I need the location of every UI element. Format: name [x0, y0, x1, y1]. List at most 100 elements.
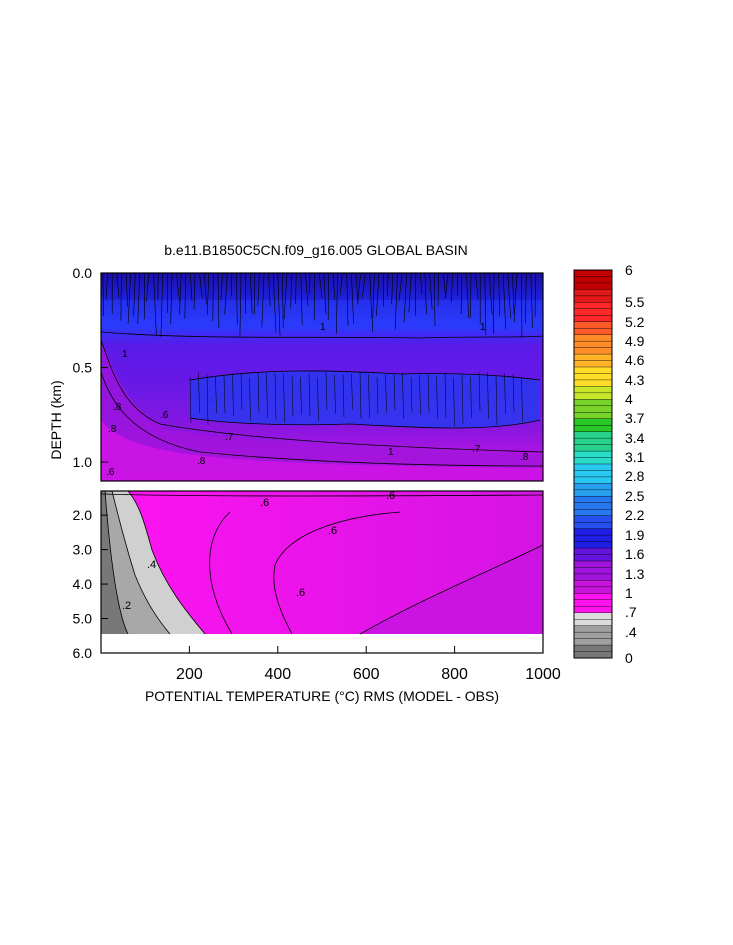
noise-contour: [239, 273, 242, 338]
upper-panel-left-magenta: [101, 340, 543, 481]
noise-contour: [387, 273, 389, 297]
colorbar-label: 1.6: [625, 546, 645, 562]
noise-contour: [257, 372, 260, 414]
noise-contour: [466, 273, 470, 319]
colorbar-cell: [573, 289, 613, 297]
colorbar-cell: [573, 509, 613, 517]
colorbar-cell: [573, 450, 613, 459]
noise-contour: [300, 376, 302, 415]
contour-label: .8: [520, 452, 529, 463]
noise-contour: [217, 273, 220, 329]
upper-panel-contour-c: [100, 331, 544, 339]
noise-contour: [351, 373, 353, 410]
noise-contour: [489, 273, 493, 315]
colorbar-cell: [573, 496, 613, 504]
upper-panel-surface-noise: [102, 273, 536, 427]
contour-label: .8: [197, 456, 206, 467]
noise-contour: [215, 375, 217, 414]
contour-label: .6: [386, 490, 395, 502]
colorbar-cell: [573, 625, 613, 633]
noise-contour: [357, 273, 361, 302]
noise-contour: [212, 273, 214, 322]
colorbar-label: 3.1: [625, 449, 645, 465]
noise-contour: [249, 377, 251, 421]
noise-contour: [376, 273, 380, 317]
noise-contour: [295, 273, 297, 304]
noise-contour: [323, 273, 327, 315]
noise-contour: [283, 373, 285, 423]
colorbar-cell: [573, 431, 613, 439]
noise-contour: [402, 372, 404, 419]
x-tick-label: 200: [176, 666, 203, 683]
colorbar-label: 1.3: [625, 566, 645, 582]
colorbar-cell: [573, 437, 613, 446]
noise-contour: [451, 273, 453, 303]
noise-contour: [470, 376, 472, 419]
colorbar-cell: [573, 373, 613, 381]
colorbar-cell: [573, 386, 613, 394]
noise-contour: [445, 273, 449, 298]
colorbar-cell: [573, 619, 613, 627]
colorbar-cell: [573, 412, 613, 420]
x-tick-label: 400: [264, 666, 291, 683]
colorbar-cell: [573, 457, 613, 465]
noise-contour: [160, 273, 164, 338]
noise-contour: [359, 372, 362, 419]
colorbar-cell: [573, 554, 613, 562]
noise-contour: [495, 375, 498, 426]
x-tick-label: 600: [353, 666, 380, 683]
noise-contour: [240, 373, 243, 410]
colorbar-cell: [573, 586, 613, 594]
noise-contour: [429, 273, 433, 310]
colorbar-label: 2.2: [625, 507, 645, 523]
noise-contour: [305, 273, 309, 307]
colorbar-frame: [573, 269, 613, 659]
noise-contour: [257, 273, 260, 306]
noise-contour: [190, 273, 193, 301]
contour-label: .8: [108, 424, 117, 435]
x-tick-label: 1000: [525, 666, 561, 683]
colorbar-cell: [573, 534, 613, 543]
y-tick-label: 2.0: [73, 507, 93, 523]
noise-contour: [403, 273, 407, 323]
y-tick-label: 5.0: [73, 611, 93, 627]
noise-contour: [203, 273, 207, 305]
lower-panel-frame: [100, 490, 544, 654]
colorbar-cell: [573, 606, 613, 614]
noise-contour: [436, 376, 438, 419]
lower-contour-labels: .6 .6 .6 .6 .4 .2: [122, 490, 395, 612]
colorbar-cell: [573, 379, 613, 387]
noise-contour: [478, 372, 481, 411]
noise-contour: [317, 377, 319, 421]
lower-panel-contour-a: [127, 490, 206, 635]
contour-label: .6: [296, 587, 305, 599]
y-tick-label: 3.0: [73, 542, 93, 558]
colorbar-label: 1.9: [625, 527, 645, 543]
noise-contour: [125, 273, 128, 307]
colorbar-cell: [573, 638, 613, 646]
colorbar-cell: [573, 308, 613, 316]
noise-contour: [530, 273, 533, 328]
noise-contour: [198, 372, 200, 413]
contour-label: .2: [122, 600, 131, 612]
colorbar-cell: [573, 282, 613, 290]
colorbar-labels: 6 5.5 5.2 4.9 4.6 4.3 4 3.7 3.4 3.1 2.8 2.5 2.2 1.9 1.…: [625, 262, 645, 666]
noise-contour: [206, 374, 209, 425]
noise-contour: [133, 273, 136, 317]
x-axis: 200 400 600 800 1000: [176, 646, 561, 683]
noise-contour: [437, 273, 440, 307]
noise-contour: [272, 273, 277, 333]
colorbar-cell: [573, 476, 613, 484]
colorbar-cell: [573, 328, 613, 336]
colorbar-cell: [573, 612, 613, 620]
noise-contour: [415, 273, 417, 316]
colorbar-cell: [573, 340, 613, 349]
noise-contour: [398, 273, 403, 302]
colorbar-cell: [573, 360, 613, 368]
contour-label: .8: [113, 402, 122, 413]
noise-contour: [325, 372, 328, 411]
noise-contour: [346, 273, 349, 326]
noise-contour: [376, 377, 379, 415]
colorbar-cell: [573, 593, 613, 601]
noise-contour: [391, 273, 394, 305]
